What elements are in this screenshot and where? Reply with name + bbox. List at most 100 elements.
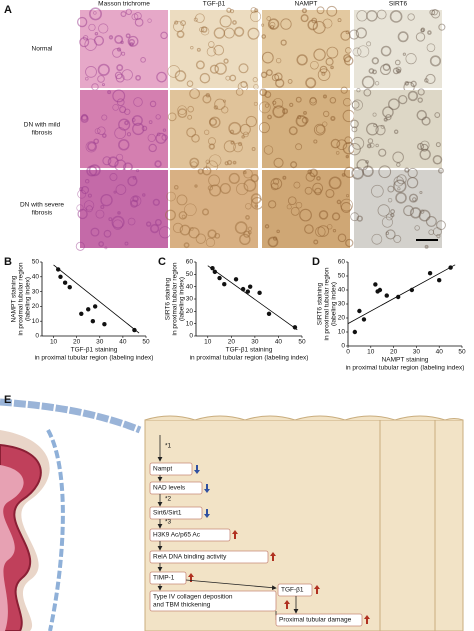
tissue-texture [405, 53, 417, 65]
tissue-texture [417, 88, 425, 96]
tissue-texture [221, 106, 229, 114]
tissue-texture [141, 125, 148, 132]
tissue-texture [295, 96, 302, 103]
tissue-texture [352, 47, 362, 57]
point [79, 311, 84, 316]
tissue-texture [88, 23, 96, 32]
tissue-texture [224, 161, 229, 166]
tissue-texture [393, 234, 402, 243]
panel-label: D [312, 256, 320, 268]
tissue-texture [114, 34, 124, 44]
tissue-texture [127, 217, 136, 226]
tissue-texture [207, 137, 216, 146]
step-marker: *1 [165, 443, 172, 450]
tissue-texture [375, 143, 379, 148]
tissue-texture [247, 27, 260, 40]
node-box [149, 506, 203, 520]
tissue-texture [419, 148, 431, 161]
tissue-texture [272, 100, 277, 105]
micrograph [354, 170, 442, 248]
change-arrow [284, 600, 290, 609]
tissue-texture [87, 193, 92, 198]
y-tick-label: 10 [32, 318, 40, 325]
tissue-texture [394, 59, 401, 66]
tissue-texture [272, 105, 286, 119]
tissue-texture [112, 219, 123, 230]
point [352, 329, 358, 335]
node-label: and TBM thickening [153, 602, 211, 609]
tissue-texture [258, 101, 271, 114]
tissue-texture [402, 52, 406, 56]
tissue-texture [261, 51, 274, 64]
tissue-texture [344, 136, 352, 144]
tissue-texture [276, 57, 282, 64]
tissue-texture [228, 121, 242, 135]
tissue-texture [213, 105, 219, 110]
tissue-texture [395, 66, 402, 73]
tissue-texture [127, 176, 138, 187]
node-box [275, 613, 363, 627]
tissue-texture [125, 8, 132, 15]
tissue-texture [304, 186, 313, 195]
tissue-texture [124, 108, 131, 115]
tissue-texture [276, 229, 280, 234]
tissue-texture [407, 90, 419, 102]
tissue-texture [132, 195, 139, 203]
tissue-texture [196, 47, 201, 52]
tissue-texture [274, 72, 283, 81]
tissue-texture [245, 115, 258, 128]
tissue-texture [398, 94, 408, 105]
tissue-texture [313, 48, 326, 61]
tissue-texture [102, 156, 112, 166]
tissue-texture [101, 114, 108, 121]
node-box [277, 583, 313, 597]
point [427, 271, 433, 276]
y-tick-label: 50 [338, 273, 346, 280]
tissue-texture [160, 31, 168, 40]
tissue-texture [389, 10, 403, 23]
tissue-texture [94, 128, 101, 135]
tissue-texture [83, 200, 95, 211]
row-label: fibrosis [32, 130, 53, 137]
tissue-texture [77, 208, 88, 220]
tissue-texture [315, 226, 326, 238]
tissue-texture [434, 112, 441, 118]
tissue-texture [404, 167, 410, 173]
tissue-texture [377, 204, 390, 217]
tissue-texture [267, 114, 272, 120]
x-tick-label: 30 [96, 339, 104, 346]
point [62, 280, 68, 285]
tissue-texture [121, 69, 133, 81]
tissue-texture [142, 193, 146, 197]
tissue-texture [116, 64, 124, 72]
tissue-texture [420, 28, 425, 33]
tissue-texture [325, 188, 335, 199]
tissue-texture [213, 27, 226, 39]
y-tick-label: 50 [32, 259, 40, 266]
tissue-texture [154, 160, 162, 168]
tissue-texture [438, 23, 446, 31]
tissue-texture [309, 96, 317, 104]
tissue-texture [408, 193, 419, 203]
tissue-texture [114, 127, 127, 140]
tissue-texture [193, 17, 198, 22]
tissue-texture [340, 86, 348, 94]
tissue-texture [167, 112, 177, 122]
tissue-texture [275, 78, 285, 88]
tissue-texture [112, 89, 126, 103]
tissue-texture [233, 142, 243, 153]
tissue-texture [79, 37, 90, 48]
tissue-texture [345, 47, 352, 54]
tissue-texture [245, 203, 252, 210]
tissue-texture [416, 109, 427, 121]
tissue-texture [336, 139, 348, 151]
tissue-texture [130, 199, 139, 208]
tissue-texture [350, 119, 359, 129]
node-label: Type IV collagen deposition [153, 594, 233, 601]
y-tick-label: 30 [186, 296, 194, 303]
tissue-texture [315, 124, 325, 134]
tissue-texture [343, 97, 352, 107]
x-tick-label: 20 [73, 339, 81, 346]
change-arrow [188, 573, 194, 582]
